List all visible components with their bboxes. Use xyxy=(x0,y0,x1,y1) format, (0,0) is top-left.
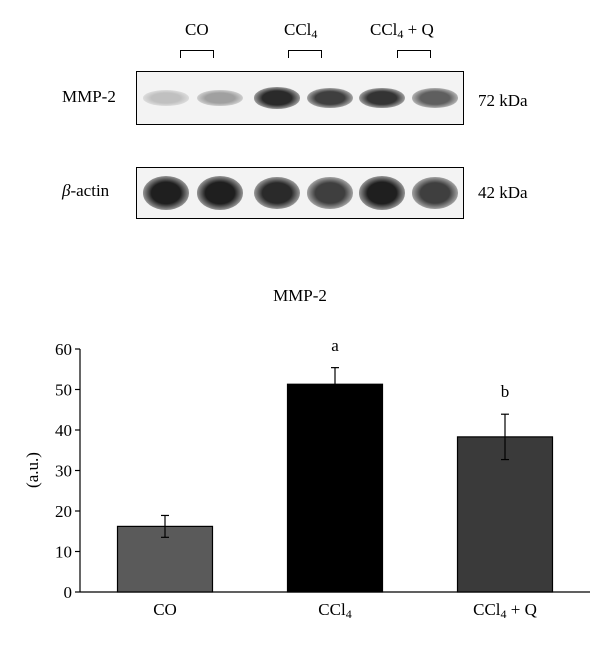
y-tick-label: 20 xyxy=(55,502,72,521)
category-name: CCl xyxy=(473,600,501,619)
blot-band xyxy=(307,177,353,209)
y-tick-label: 60 xyxy=(55,340,72,359)
blot-strip-mmp2 xyxy=(136,71,464,125)
y-tick-label: 0 xyxy=(64,583,73,602)
blot-band xyxy=(412,177,458,209)
blot-band xyxy=(307,87,353,109)
blot-group-label-co: CO xyxy=(185,20,209,39)
blot-band xyxy=(197,176,243,210)
category-subscript: 4 xyxy=(345,607,352,621)
blot-band xyxy=(143,176,189,210)
significance-marker: a xyxy=(331,335,339,355)
y-tick-label: 30 xyxy=(55,462,72,481)
blot-strip-beta-actin xyxy=(136,167,464,219)
blot-group-bracket xyxy=(180,50,214,58)
blot-size-label-beta-actin: 42 kDa xyxy=(478,183,528,202)
category-suffix: + Q xyxy=(506,600,537,619)
x-category-label: CCl4 + Q xyxy=(435,600,575,622)
category-name: CO xyxy=(153,600,177,619)
blot-group-label-ccl4-q: CCl4 + Q xyxy=(370,20,434,41)
category-subscript: 4 xyxy=(500,607,507,621)
blot-band xyxy=(359,176,405,210)
blot-band xyxy=(254,176,300,210)
category-name: CCl xyxy=(318,600,346,619)
blot-band xyxy=(143,90,189,106)
blot-group-label-ccl4: CCl4 xyxy=(284,20,318,41)
significance-marker: b xyxy=(500,382,510,402)
blot-row-label-mmp2: MMP-2 xyxy=(62,87,116,106)
blot-band xyxy=(412,88,458,108)
y-tick-label: 50 xyxy=(55,381,72,400)
blot-size-label-mmp2: 72 kDa xyxy=(478,91,528,110)
blot-row-label-beta-actin: β-actin xyxy=(62,181,110,200)
x-category-label: CCl4 xyxy=(265,600,405,622)
blot-band xyxy=(254,87,300,109)
blot-group-bracket xyxy=(397,50,431,58)
blot-band xyxy=(197,89,243,107)
blot-group-bracket xyxy=(288,50,322,58)
x-category-label: CO xyxy=(95,600,235,620)
chart-title: MMP-2 xyxy=(273,286,327,305)
blot-band xyxy=(359,87,405,109)
y-tick-label: 40 xyxy=(55,421,72,440)
bar xyxy=(456,436,554,593)
y-axis-label: (a.u.) xyxy=(23,452,42,488)
bar xyxy=(286,383,384,593)
y-tick-label: 10 xyxy=(55,543,72,562)
